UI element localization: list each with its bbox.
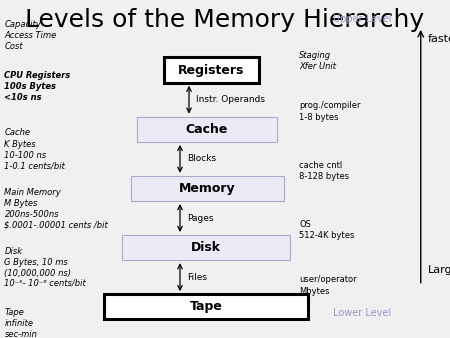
Text: prog./compiler
1-8 bytes: prog./compiler 1-8 bytes [299, 101, 361, 121]
Text: Instr. Operands: Instr. Operands [196, 95, 265, 104]
Text: Pages: Pages [187, 214, 213, 222]
Text: Memory: Memory [179, 182, 235, 195]
FancyBboxPatch shape [130, 176, 284, 201]
Text: faster: faster [428, 34, 450, 44]
FancyBboxPatch shape [137, 117, 277, 142]
Text: CPU Registers
100s Bytes
<10s ns: CPU Registers 100s Bytes <10s ns [4, 71, 71, 102]
Text: Tape: Tape [189, 300, 222, 313]
FancyBboxPatch shape [104, 294, 308, 319]
Text: Lower Level: Lower Level [333, 308, 391, 318]
Text: Main Memory
M Bytes
200ns-500ns
$.0001-.00001 cents /bit: Main Memory M Bytes 200ns-500ns $.0001-.… [4, 188, 108, 230]
Text: Blocks: Blocks [187, 154, 216, 163]
Text: cache cntl
8-128 bytes: cache cntl 8-128 bytes [299, 161, 349, 180]
Text: user/operator
Mbytes: user/operator Mbytes [299, 275, 357, 295]
Text: Cache
K Bytes
10-100 ns
1-0.1 cents/bit: Cache K Bytes 10-100 ns 1-0.1 cents/bit [4, 128, 65, 171]
Text: Registers: Registers [178, 64, 245, 77]
FancyBboxPatch shape [122, 235, 290, 260]
Text: Files: Files [187, 273, 207, 282]
Text: 10⁻⁵- 10⁻⁶ cents/bit: 10⁻⁵- 10⁻⁶ cents/bit [4, 279, 86, 288]
FancyBboxPatch shape [164, 57, 259, 83]
Text: Tape
infinite
sec-min
10 ⁻⁸: Tape infinite sec-min 10 ⁻⁸ [4, 308, 37, 338]
Text: Disk
G Bytes, 10 ms
(10,000,000 ns): Disk G Bytes, 10 ms (10,000,000 ns) [4, 247, 72, 278]
Text: Disk: Disk [191, 241, 221, 254]
Text: Capacity
Access Time
Cost: Capacity Access Time Cost [4, 20, 57, 51]
Text: Staging
Xfer Unit: Staging Xfer Unit [299, 51, 336, 71]
Text: Levels of the Memory Hierarchy: Levels of the Memory Hierarchy [26, 8, 424, 32]
Text: Cache: Cache [186, 123, 228, 136]
Text: OS
512-4K bytes: OS 512-4K bytes [299, 220, 355, 240]
Text: Larger: Larger [428, 265, 450, 275]
Text: Upper Level: Upper Level [333, 14, 392, 24]
